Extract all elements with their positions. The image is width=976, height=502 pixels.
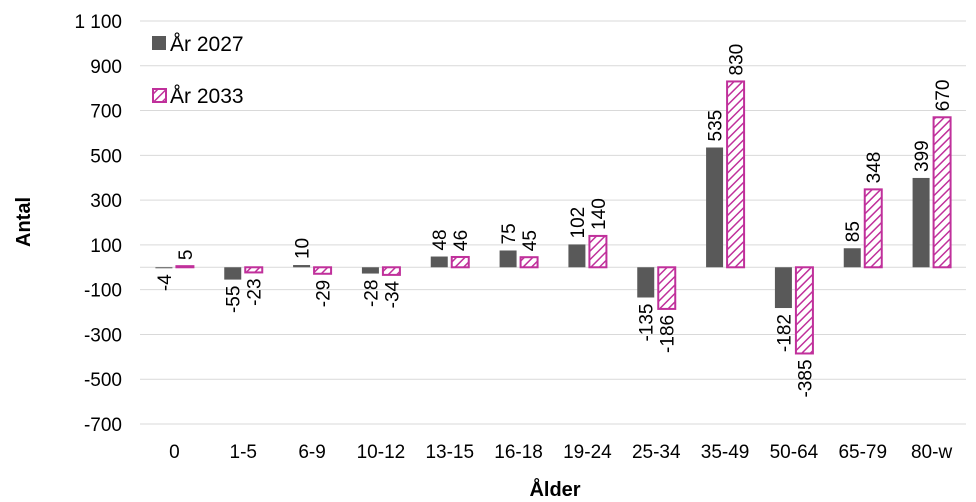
y-tick-label: 500: [90, 146, 122, 167]
y-tick-label: -300: [84, 325, 122, 346]
data-label-r-2027-80-w: 399: [912, 140, 933, 172]
data-label-r-2033-35-49: 830: [727, 44, 748, 76]
data-label-r-2033-25-34: -186: [658, 315, 679, 353]
bar-r-2033-65-79: [863, 188, 883, 269]
data-label-r-2033-6-9: -29: [314, 280, 335, 307]
data-label-r-2027-16-18: 75: [499, 223, 520, 244]
x-tick-label: 10-12: [357, 442, 406, 463]
y-axis-ticks: 1 100 900 700 500 300 100 -100 -300 -500 -700: [74, 12, 122, 436]
bar-r-2033-10-12: [381, 266, 401, 276]
data-label-r-2027-50-64: -182: [774, 314, 795, 352]
data-label-r-2027-35-49: 535: [706, 110, 727, 142]
legend-swatch-ar-2033: [152, 88, 167, 103]
bar-r-2033-1-5: [244, 266, 264, 274]
data-label-r-2033-16-18: 45: [520, 230, 541, 251]
bar-r-2033-16-18: [519, 256, 539, 269]
bar-r-2027-6-9: [293, 265, 311, 268]
data-label-r-2033-10-12: -34: [382, 280, 403, 308]
y-tick-label: 1 100: [74, 12, 122, 33]
data-label-r-2033-80-w: 670: [933, 80, 954, 112]
data-label-r-2033-0: 5: [176, 250, 197, 261]
y-axis-title: Antal: [13, 197, 35, 247]
data-label-r-2027-10-12: -28: [361, 280, 382, 307]
legend-label-ar-2033: År 2033: [170, 85, 244, 108]
data-label-r-2033-1-5: -23: [245, 278, 266, 305]
bar-r-2027-65-79: [843, 248, 861, 268]
x-tick-label: 50-64: [770, 442, 819, 463]
bars: [155, 80, 952, 355]
x-tick-label: 65-79: [838, 442, 887, 463]
y-tick-label: -500: [84, 370, 122, 391]
bar-r-2027-1-5: [224, 267, 242, 280]
bar-r-2033-80-w: [932, 116, 952, 269]
y-tick-label: -100: [84, 281, 122, 302]
y-tick-label: 900: [90, 57, 122, 78]
x-tick-label: 35-49: [701, 442, 750, 463]
y-tick-label: 100: [90, 236, 122, 257]
bar-r-2033-19-24: [588, 234, 608, 269]
data-label-r-2027-1-5: -55: [224, 286, 245, 313]
bar-r-2027-13-15: [430, 256, 448, 268]
grid-lines: [140, 20, 966, 425]
legend: År 2027 År 2033: [152, 33, 244, 108]
data-label-r-2033-50-64: -385: [795, 359, 816, 397]
x-tick-label: 6-9: [298, 442, 325, 463]
data-label-r-2033-13-15: 46: [451, 230, 472, 251]
bar-r-2033-0: [175, 265, 195, 269]
bar-r-2027-10-12: [361, 267, 379, 274]
bar-r-2033-25-34: [657, 266, 677, 310]
x-tick-label: 25-34: [632, 442, 681, 463]
x-tick-label: 19-24: [563, 442, 612, 463]
x-tick-label: 0: [169, 442, 180, 463]
x-axis-ticks: 0 1-5 6-9 10-12 13-15 16-18 19-24 25-34 35-49 50-…: [169, 442, 952, 463]
data-label-r-2027-25-34: -135: [637, 304, 658, 342]
x-tick-label: 80-w: [911, 442, 952, 463]
data-label-r-2027-65-79: 85: [843, 221, 864, 242]
bar-r-2033-50-64: [794, 266, 814, 355]
data-label-r-2027-19-24: 102: [568, 207, 589, 239]
data-label-r-2027-6-9: 10: [293, 238, 314, 259]
x-axis-title: Ålder: [529, 477, 580, 501]
bar-r-2033-6-9: [313, 266, 333, 275]
y-tick-label: 300: [90, 191, 122, 212]
data-label-r-2027-0: -4: [155, 274, 176, 291]
bar-r-2027-16-18: [499, 250, 517, 268]
bar-r-2027-50-64: [774, 267, 792, 309]
bar-r-2027-19-24: [568, 244, 586, 268]
data-label-r-2027-13-15: 48: [430, 229, 451, 250]
bar-r-2033-13-15: [450, 255, 470, 269]
bar-r-2027-0: [155, 267, 173, 269]
data-label-r-2033-65-79: 348: [864, 152, 885, 184]
bar-r-2033-35-49: [726, 80, 746, 269]
x-tick-label: 16-18: [494, 442, 543, 463]
y-tick-label: 700: [90, 102, 122, 123]
y-tick-label: -700: [84, 415, 122, 436]
x-tick-label: 13-15: [425, 442, 474, 463]
legend-label-ar-2027: År 2027: [170, 33, 244, 56]
x-tick-label: 1-5: [230, 442, 257, 463]
bar-r-2027-25-34: [637, 267, 655, 298]
data-label-r-2033-19-24: 140: [589, 198, 610, 230]
legend-swatch-ar-2027: [152, 36, 166, 50]
bar-r-2027-35-49: [706, 147, 724, 268]
bar-r-2027-80-w: [912, 177, 930, 268]
